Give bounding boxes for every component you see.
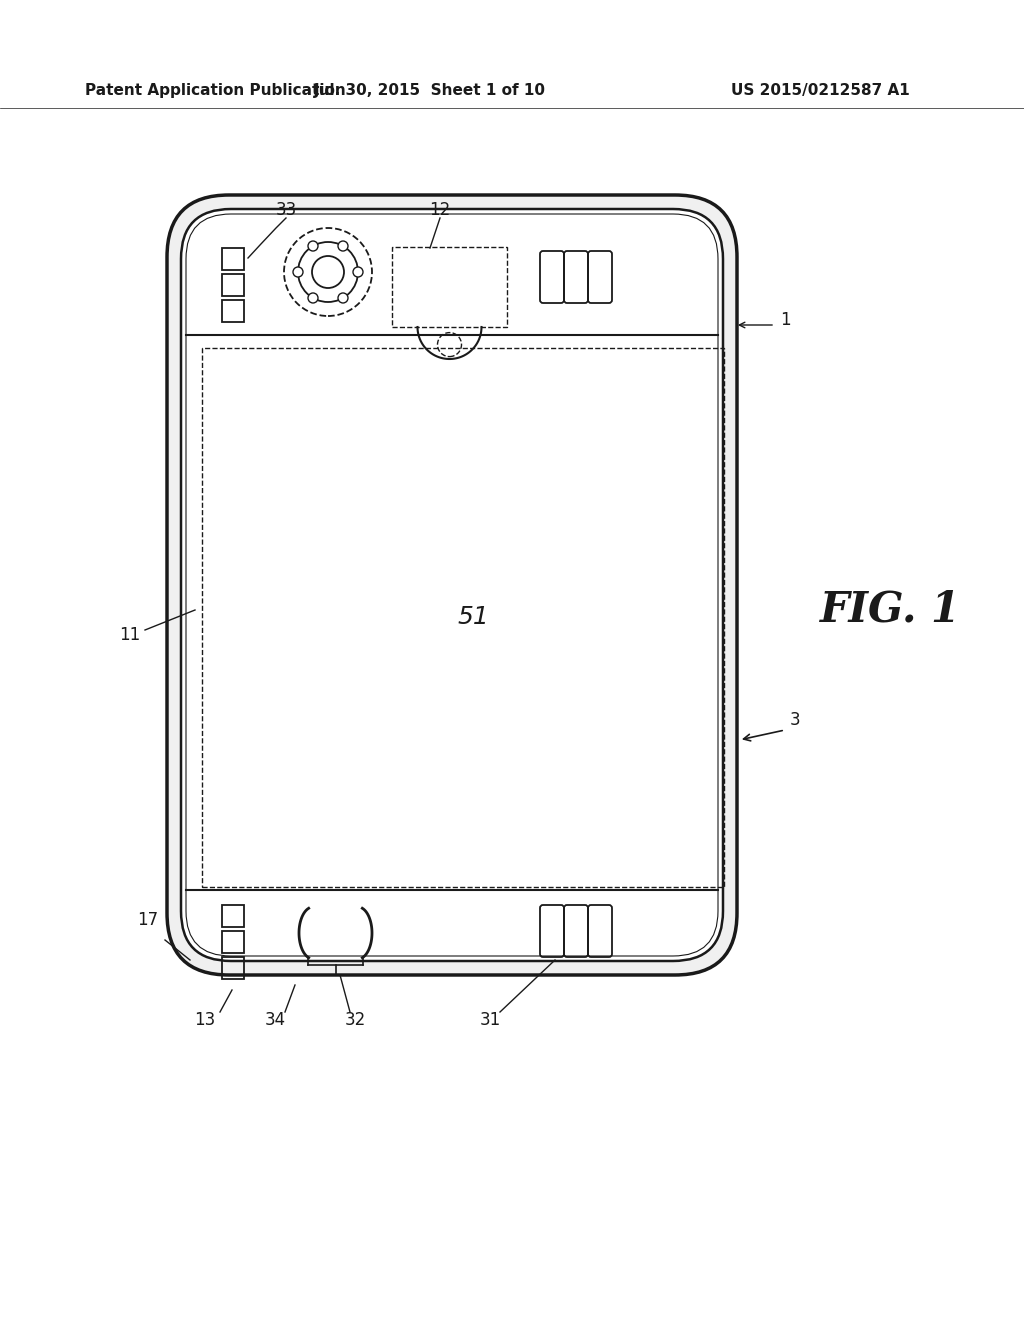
- Text: 31: 31: [479, 1011, 501, 1030]
- Text: 3: 3: [790, 711, 801, 729]
- Bar: [222, 248, 244, 271]
- Text: 11: 11: [120, 626, 140, 644]
- Text: Jul. 30, 2015  Sheet 1 of 10: Jul. 30, 2015 Sheet 1 of 10: [314, 82, 546, 98]
- Text: 51: 51: [457, 606, 488, 630]
- Text: 1: 1: [779, 312, 791, 329]
- Circle shape: [308, 242, 318, 251]
- Bar: [222, 906, 244, 927]
- Bar: [222, 931, 244, 953]
- Text: 32: 32: [344, 1011, 366, 1030]
- Text: 34: 34: [264, 1011, 286, 1030]
- Bar: [392, 247, 507, 327]
- Circle shape: [338, 242, 348, 251]
- Bar: [222, 275, 244, 296]
- Text: 12: 12: [429, 201, 451, 219]
- Bar: [222, 957, 244, 979]
- Text: 17: 17: [137, 911, 159, 929]
- Text: 13: 13: [195, 1011, 216, 1030]
- FancyBboxPatch shape: [181, 209, 723, 961]
- Bar: [202, 348, 724, 887]
- Circle shape: [353, 267, 362, 277]
- Bar: [222, 300, 244, 322]
- Text: 33: 33: [275, 201, 297, 219]
- Text: US 2015/0212587 A1: US 2015/0212587 A1: [731, 82, 909, 98]
- Circle shape: [308, 293, 318, 304]
- Text: Patent Application Publication: Patent Application Publication: [85, 82, 346, 98]
- Circle shape: [293, 267, 303, 277]
- FancyBboxPatch shape: [167, 195, 737, 975]
- Circle shape: [338, 293, 348, 304]
- Text: FIG. 1: FIG. 1: [820, 589, 961, 631]
